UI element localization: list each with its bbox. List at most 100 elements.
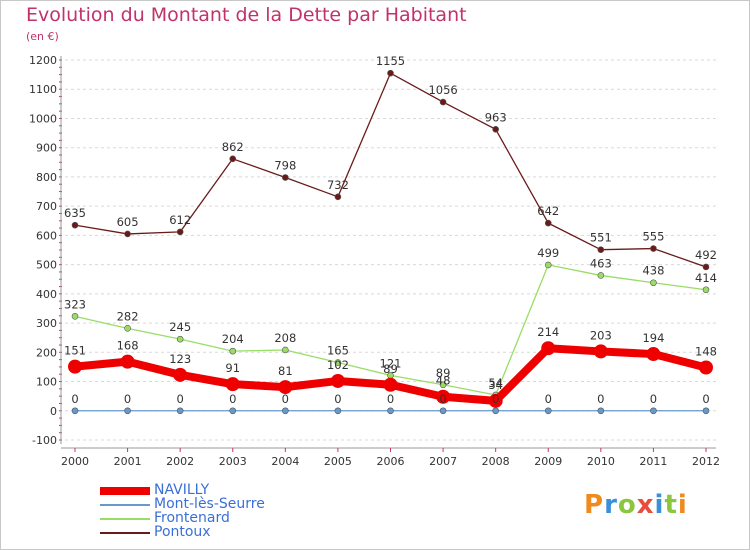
chart-title: Evolution du Montant de la Dette par Hab… (26, 4, 467, 26)
data-label: 102 (327, 358, 349, 372)
y-tick-label: 1000 (29, 112, 57, 125)
x-tick-label: 2001 (114, 455, 142, 468)
data-label: 121 (380, 356, 402, 370)
data-label: 89 (436, 366, 451, 380)
data-point (650, 407, 657, 415)
data-label: 732 (327, 178, 349, 192)
data-label: 0 (229, 392, 236, 406)
data-point (492, 407, 499, 415)
data-label: 34 (488, 378, 503, 392)
legend-label-pontoux: Pontoux (154, 524, 211, 540)
x-tick-label: 2008 (482, 455, 510, 468)
data-label: 438 (642, 264, 664, 278)
legend-label-mont-les-seurre: Mont-lès-Seurre (154, 496, 265, 512)
data-point (334, 193, 342, 201)
data-point (173, 367, 188, 382)
x-tick-label: 2006 (377, 455, 405, 468)
data-point (282, 407, 289, 415)
data-label: 0 (545, 392, 552, 406)
data-label: 168 (117, 339, 139, 353)
y-tick-label: 0 (50, 405, 57, 418)
data-label: 323 (64, 297, 86, 311)
x-tick-label: 2009 (534, 455, 562, 468)
logo-letter-o: o (617, 490, 637, 520)
data-label: 0 (650, 392, 657, 406)
data-label: 862 (222, 140, 244, 154)
chart-subtitle: (en €) (26, 30, 59, 43)
data-point (702, 263, 710, 271)
legend-swatch-frontenard (100, 518, 150, 520)
data-point (439, 381, 447, 389)
data-label: 0 (597, 392, 604, 406)
data-point (229, 407, 237, 415)
y-tick-label: 500 (36, 259, 57, 272)
data-point (124, 407, 131, 415)
data-label: 555 (642, 230, 664, 244)
data-label: 642 (537, 204, 559, 218)
data-label: 123 (169, 352, 191, 366)
data-label: 151 (64, 344, 86, 358)
data-label: 0 (439, 392, 446, 406)
x-tick-label: 2012 (692, 455, 720, 468)
data-point (597, 272, 605, 279)
legend-swatch-navilly (100, 487, 150, 495)
legend-label-navilly: NAVILLY (154, 482, 210, 498)
data-label: 214 (537, 325, 559, 339)
x-tick-label: 2005 (324, 455, 352, 468)
data-point (278, 380, 293, 395)
data-point (176, 335, 184, 343)
data-label: 605 (117, 215, 139, 229)
data-point (439, 98, 447, 106)
data-point (71, 407, 79, 415)
data-point (229, 347, 237, 355)
data-point (229, 155, 237, 163)
data-point (71, 221, 79, 229)
data-label: 963 (485, 110, 507, 124)
y-tick-label: 800 (36, 171, 57, 184)
data-point (334, 407, 342, 415)
x-tick-label: 2011 (639, 455, 667, 468)
logo-letter-r: r (604, 490, 618, 520)
y-tick-label: 900 (36, 142, 57, 155)
data-point (225, 377, 240, 392)
data-point (68, 359, 82, 374)
x-tick-label: 2000 (61, 455, 89, 468)
data-point (488, 393, 503, 408)
data-point (650, 245, 657, 252)
data-label: 148 (695, 345, 717, 359)
data-point (71, 313, 79, 320)
data-label: 414 (695, 271, 717, 285)
data-label: 282 (117, 309, 139, 323)
y-tick-label: 100 (36, 376, 57, 389)
x-tick-label: 2003 (219, 455, 247, 468)
data-point (282, 174, 289, 181)
data-point (124, 230, 131, 238)
data-point (439, 407, 447, 415)
data-point (387, 407, 394, 415)
y-tick-label: -100 (32, 434, 57, 447)
data-label: 81 (278, 364, 293, 378)
data-point (383, 377, 398, 392)
data-label: 0 (177, 392, 184, 406)
data-point (334, 359, 342, 366)
data-point (597, 246, 605, 254)
data-label: 0 (334, 392, 341, 406)
logo-letter-x: x (636, 490, 655, 520)
data-label: 1056 (428, 83, 457, 97)
data-label: 194 (642, 331, 664, 345)
x-tick-label: 2007 (429, 455, 457, 468)
data-label: 0 (71, 392, 78, 406)
data-label: 463 (590, 256, 612, 270)
logo-letter-t: t (664, 490, 678, 520)
data-label: 551 (590, 231, 612, 245)
data-point (702, 407, 710, 415)
data-point (124, 325, 131, 332)
legend-swatch-pontoux (100, 532, 150, 534)
y-tick-label: 400 (36, 288, 57, 301)
data-label: 208 (274, 331, 296, 345)
data-label: 492 (695, 248, 717, 262)
data-label: 204 (222, 332, 244, 346)
data-point (699, 360, 713, 375)
data-label: 499 (537, 246, 559, 260)
data-point (436, 389, 451, 404)
